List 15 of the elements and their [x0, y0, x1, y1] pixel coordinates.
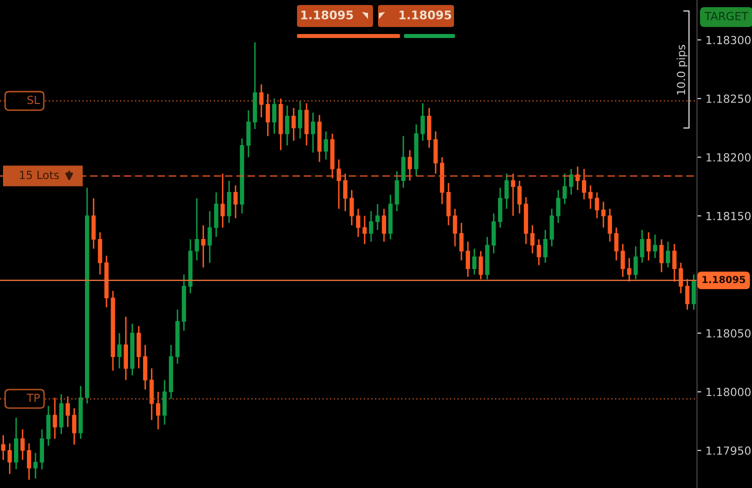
ref-line-label: SL [27, 96, 40, 104]
y-tick-label: 1.18200 [706, 153, 751, 162]
ref-line-label: 1.18095 [702, 276, 746, 284]
y-tick-label: 1.17950 [706, 446, 751, 455]
annotation: 1.18095 [400, 10, 452, 20]
y-tick-label: 1.18300 [706, 36, 751, 44]
y-tick-label: 1.18250 [706, 94, 751, 103]
y-tick-label: 1.18050 [706, 329, 751, 338]
y-tick-label: 1.18150 [706, 212, 751, 220]
text: TARGET [704, 12, 748, 20]
ref-line-label: TP [26, 394, 40, 402]
annotation: 10.0 pips [676, 44, 688, 94]
y-tick-label: 1.18000 [706, 388, 751, 396]
annotation: 1.18095 [301, 10, 353, 20]
ref-line-label: 15 Lots [20, 170, 59, 180]
